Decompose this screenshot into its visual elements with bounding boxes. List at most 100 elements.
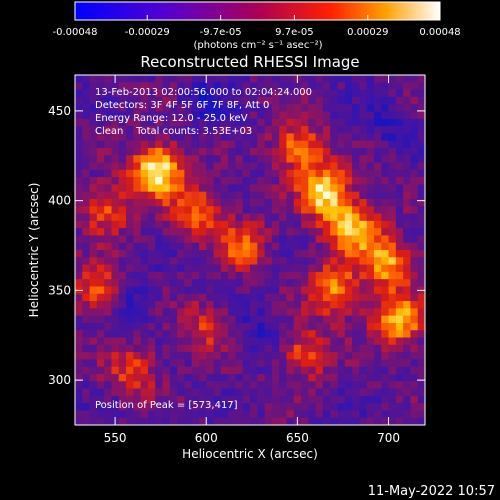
heatmap-cell — [271, 352, 280, 360]
heatmap-cell — [403, 330, 411, 338]
heatmap-cell — [352, 162, 360, 171]
heatmap-cell — [250, 228, 258, 236]
heatmap-cell — [235, 184, 244, 193]
heatmap-cell — [293, 169, 302, 178]
heatmap-cell — [250, 403, 258, 411]
heatmap-cell — [184, 301, 193, 309]
heatmap-cell — [330, 118, 338, 127]
heatmap-cell — [162, 257, 171, 265]
heatmap-cell — [147, 235, 156, 244]
heatmap-cell — [111, 388, 120, 397]
heatmap-cell — [75, 177, 83, 185]
heatmap-cell — [250, 322, 258, 331]
heatmap-cell — [417, 308, 426, 317]
heatmap-cell — [162, 147, 171, 156]
heatmap-cell — [308, 155, 317, 163]
heatmap-cell — [213, 206, 222, 214]
heatmap-cell — [213, 293, 222, 302]
heatmap-cell — [242, 133, 251, 142]
heatmap-cell — [271, 250, 280, 258]
heatmap-cell — [89, 257, 98, 265]
heatmap-cell — [104, 301, 112, 309]
heatmap-cell — [373, 264, 382, 273]
heatmap-cell — [162, 89, 171, 98]
heatmap-cell — [403, 366, 411, 375]
heatmap-cell — [228, 184, 236, 193]
x-tick-label: 700 — [377, 431, 400, 445]
heatmap-cell — [373, 417, 382, 426]
heatmap-cell — [235, 250, 244, 258]
heatmap-cell — [89, 395, 98, 404]
heatmap-cell — [198, 228, 207, 236]
heatmap-cell — [213, 403, 222, 411]
heatmap-cell — [75, 322, 83, 331]
heatmap-cell — [155, 286, 163, 295]
heatmap-cell — [96, 111, 105, 120]
heatmap-cell — [417, 388, 426, 397]
heatmap-cell — [279, 162, 287, 171]
heatmap-cell — [286, 301, 295, 309]
heatmap-cell — [147, 250, 156, 258]
heatmap-cell — [344, 366, 353, 375]
heatmap-cell — [308, 75, 317, 83]
heatmap-cell — [286, 250, 295, 258]
heatmap-cell — [271, 293, 280, 302]
heatmap-cell — [147, 118, 156, 127]
heatmap-cell — [395, 104, 404, 112]
heatmap-cell — [257, 82, 265, 90]
heatmap-cell — [373, 220, 382, 229]
heatmap-cell — [410, 147, 419, 156]
heatmap-cell — [75, 220, 83, 229]
heatmap-cell — [147, 403, 156, 411]
heatmap-cell — [417, 279, 426, 287]
heatmap-cell — [75, 118, 83, 127]
heatmap-cell — [162, 279, 171, 287]
heatmap-cell — [184, 264, 193, 273]
heatmap-cell — [169, 228, 178, 236]
heatmap-cell — [184, 279, 193, 287]
heatmap-cell — [82, 220, 90, 229]
heatmap-cell — [162, 403, 171, 411]
heatmap-cell — [147, 286, 156, 295]
heatmap-cell — [337, 322, 346, 331]
heatmap-cell — [366, 111, 375, 120]
heatmap-cell — [126, 118, 134, 127]
heatmap-cell — [147, 417, 156, 426]
heatmap-cell — [395, 213, 404, 222]
heatmap-cell — [111, 322, 120, 331]
heatmap-cell — [337, 344, 346, 353]
heatmap-cell — [96, 184, 105, 193]
heatmap-cell — [111, 147, 120, 156]
heatmap-cell — [140, 82, 149, 90]
heatmap-cell — [96, 352, 105, 360]
heatmap-cell — [75, 257, 83, 265]
heatmap-cell — [191, 235, 200, 244]
heatmap-cell — [388, 96, 397, 105]
heatmap-cell — [366, 162, 375, 171]
heatmap-cell — [337, 352, 346, 360]
heatmap-cell — [89, 410, 98, 419]
heatmap-cell — [242, 388, 251, 397]
heatmap-cell — [403, 417, 411, 426]
heatmap-cell — [220, 359, 229, 368]
heatmap-cell — [403, 104, 411, 112]
x-axis-label: Heliocentric X (arcsec) — [182, 447, 318, 461]
heatmap-cell — [279, 104, 287, 112]
heatmap-cell — [279, 286, 287, 295]
heatmap-cell — [96, 301, 105, 309]
heatmap-cell — [126, 359, 134, 368]
heatmap-cell — [169, 381, 178, 389]
heatmap-cell — [126, 403, 134, 411]
heatmap-cell — [344, 322, 353, 331]
heatmap-cell — [133, 184, 142, 193]
heatmap-cell — [133, 169, 142, 178]
heatmap-cell — [279, 403, 287, 411]
heatmap-cell — [184, 111, 193, 120]
heatmap-cell — [257, 228, 265, 236]
heatmap-cell — [126, 184, 134, 193]
heatmap-cell — [104, 228, 112, 236]
heatmap-cell — [242, 403, 251, 411]
heatmap-cell — [220, 155, 229, 163]
heatmap-cell — [279, 140, 287, 149]
heatmap-cell — [104, 250, 112, 258]
